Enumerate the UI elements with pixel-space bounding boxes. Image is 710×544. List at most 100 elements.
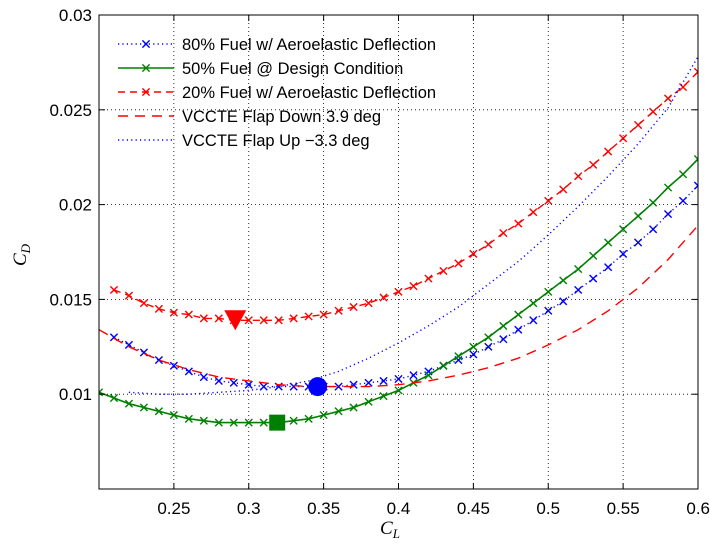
data-point-marker [124, 399, 134, 408]
data-point-marker [499, 321, 508, 331]
data-point-marker [589, 274, 598, 283]
data-point-marker [304, 312, 313, 321]
data-point-marker [109, 285, 119, 295]
data-point-marker [678, 196, 688, 205]
data-point-marker [139, 299, 149, 308]
data-point-marker [99, 388, 104, 397]
data-point-marker [634, 120, 643, 130]
data-point-marker [693, 155, 698, 164]
data-point-marker [409, 371, 418, 380]
data-point-marker [319, 310, 328, 319]
data-point-marker [259, 418, 268, 427]
data-point-marker [678, 82, 688, 92]
data-point-marker [663, 209, 673, 219]
data-point-marker [439, 361, 448, 370]
data-point-marker [109, 393, 119, 403]
data-point-marker [304, 414, 313, 423]
data-point-marker [484, 342, 493, 351]
legend: 80% Fuel w/ Aeroelastic Deflection 50% Fu… [118, 36, 436, 150]
data-point-marker [289, 314, 298, 323]
data-point-marker [184, 414, 193, 423]
x-axis-label-c: CL [380, 518, 400, 541]
data-point-marker [169, 308, 178, 317]
data-point-marker [334, 407, 343, 416]
series-line [113, 185, 698, 388]
legend-label: VCCTE Flap Up −3.3 deg [182, 132, 370, 150]
data-point-marker [141, 87, 151, 97]
optimum-square-marker [269, 414, 286, 431]
x-tick-label: 0.25 [157, 499, 190, 518]
data-point-marker [244, 380, 253, 389]
data-point-marker [529, 316, 538, 325]
legend-entry: VCCTE Flap Down 3.9 deg [118, 108, 381, 126]
data-point-marker [604, 263, 613, 272]
legend-entry: 50% Fuel @ Design Condition [118, 60, 403, 78]
data-point-marker [574, 264, 583, 274]
y-axis-label: CD [10, 243, 33, 266]
y-tick-label: 0.01 [59, 385, 92, 404]
legend-label: 80% Fuel w/ Aeroelastic Deflection [182, 36, 436, 54]
data-point-marker [184, 310, 193, 319]
data-point-marker [559, 297, 568, 306]
data-point-marker [229, 418, 238, 427]
data-point-marker [619, 225, 628, 234]
data-point-marker [154, 355, 163, 365]
data-point-marker [334, 382, 343, 391]
data-point-marker [484, 240, 493, 249]
x-tick-label: 0.45 [457, 499, 490, 518]
data-point-marker [394, 287, 403, 296]
data-point-marker [559, 185, 568, 194]
series-line [99, 225, 698, 388]
series-5 [128, 56, 698, 395]
y-tick-label: 0.015 [49, 290, 92, 309]
series-line [128, 56, 698, 395]
data-point-marker [693, 181, 698, 190]
data-point-marker [334, 306, 343, 315]
data-point-marker [529, 299, 538, 308]
data-point-marker [604, 238, 613, 247]
data-point-marker [244, 418, 253, 427]
x-tick-label: 0.6 [686, 499, 710, 518]
data-point-marker [619, 249, 628, 258]
data-point-marker [139, 403, 149, 412]
data-point-marker [634, 211, 643, 221]
data-point-marker [544, 306, 553, 315]
data-point-marker [663, 94, 673, 103]
y-tick-label: 0.03 [59, 6, 92, 25]
data-point-marker [289, 416, 298, 425]
data-point-marker [499, 228, 508, 238]
data-point-marker [169, 410, 178, 420]
data-point-marker [589, 160, 598, 169]
data-point-marker [259, 316, 268, 325]
x-tick-label: 0.3 [237, 499, 261, 518]
data-point-marker [364, 299, 373, 308]
y-axis-label-c: CD [10, 243, 33, 266]
axis-ticks: 0.25 0.3 0.35 0.4 0.45 0.5 0.55 0.6 0.01 0.015 0.0… [49, 6, 710, 518]
optimum-markers [224, 310, 328, 431]
legend-label: VCCTE Flap Down 3.9 deg [182, 108, 381, 126]
data-point-marker [663, 183, 673, 192]
series-3 [109, 67, 698, 325]
legend-entry: 80% Fuel w/ Aeroelastic Deflection [118, 36, 436, 54]
data-point-marker [469, 249, 478, 258]
data-point-marker [619, 134, 628, 143]
series-4 [99, 225, 698, 388]
data-point-marker [514, 325, 523, 334]
data-point-marker [648, 198, 658, 207]
data-point-marker [454, 352, 463, 361]
data-point-marker [214, 418, 223, 427]
data-point-marker [394, 386, 403, 395]
optimum-circle-marker [308, 377, 328, 397]
data-point-marker [244, 316, 253, 325]
data-point-marker [574, 172, 583, 181]
data-point-marker [319, 410, 328, 420]
data-point-marker [141, 63, 151, 73]
data-point-marker [574, 285, 583, 295]
data-point-marker [514, 219, 523, 228]
data-point-marker [199, 373, 208, 382]
series-line [113, 71, 698, 321]
data-point-marker [469, 342, 478, 351]
data-point-marker [559, 276, 568, 285]
data-point-marker [544, 196, 553, 205]
